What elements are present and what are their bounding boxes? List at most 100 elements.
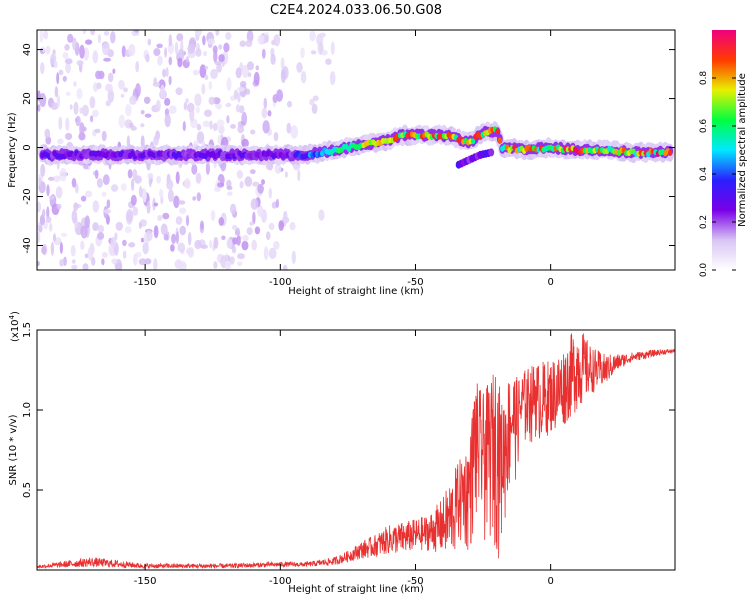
snr-x-ticks: -150 -100 -50 0: [134, 330, 554, 587]
spectrogram-cell: [69, 104, 73, 110]
spectrogram-cell: [213, 187, 219, 192]
spectrogram-cell: [102, 174, 110, 186]
spectrogram-cell: [227, 191, 233, 196]
spectrogram-cell: [274, 162, 282, 174]
spectrogram-cell: [56, 94, 61, 108]
spectrogram-cell: [209, 120, 213, 130]
spectrogram-cell: [221, 235, 226, 241]
spectrogram-cell: [97, 232, 105, 240]
snr-panel: -150 -100 -50 0 0.5 1.0 1.5 Height of straigh…: [8, 311, 676, 595]
spectrogram-cell: [41, 246, 47, 255]
spectrogram-cell: [94, 128, 101, 134]
spectrogram-cell: [50, 57, 55, 66]
spectrogram-cell: [53, 233, 56, 242]
spectrogram-cell: [107, 88, 115, 103]
spectrogram-cell: [41, 46, 46, 52]
spectrogram-cell: [237, 86, 245, 92]
spectrogram-cell: [45, 45, 51, 55]
spectrogram-cell: [135, 83, 141, 98]
spectrogram-cell: [129, 95, 137, 106]
spectrogram-cell: [39, 93, 47, 107]
spectrogram-cell: [134, 30, 139, 33]
spectrogram-cell: [310, 50, 317, 55]
colorbar-ticks: 0.0 0.2 0.4 0.6 0.8: [699, 71, 736, 277]
spectrogram-cell: [185, 98, 189, 104]
spectrogram-cell: [65, 132, 73, 140]
spectrogram-cell: [118, 114, 126, 128]
spectrogram-cell: [290, 125, 299, 139]
spectrogram-cell: [164, 113, 171, 128]
spectrogram-cell: [85, 39, 93, 45]
spectrogram-cell: [37, 260, 40, 267]
spectrogram-cell: [165, 67, 169, 78]
y-tick-label: 40: [22, 43, 33, 56]
snr-y-ticks: 0.5 1.0 1.5: [22, 322, 675, 498]
spectrogram-cell: [142, 188, 147, 203]
spectrogram-cell: [168, 75, 172, 86]
spectrogram-cell: [43, 30, 49, 40]
spectrogram-cell: [261, 48, 266, 59]
spectrogram-cell: [146, 201, 151, 214]
spectrogram-cell: [257, 34, 265, 45]
x-tick-label: -50: [407, 576, 423, 587]
spectrogram-cell: [73, 202, 79, 211]
spectrogram-cell: [195, 106, 200, 114]
spectrogram-cell: [79, 122, 85, 136]
spectrogram-cell: [147, 38, 152, 46]
spectrogram-cell: [128, 44, 136, 57]
spectrogram-cell: [174, 259, 183, 269]
spectrogram-cell: [286, 100, 293, 108]
spectrogram-cell: [254, 226, 261, 235]
spectrogram-cell: [50, 241, 55, 256]
spectrogram-cell: [185, 215, 190, 227]
spectrogram-cell: [192, 69, 200, 76]
spectrogram-cell: [187, 43, 196, 54]
spectrogram-cell: [199, 64, 207, 78]
spectrogram-cell: [103, 208, 112, 214]
spectrogram-cell: [130, 194, 137, 206]
spectrogram-cell: [246, 227, 253, 236]
spectrogram-cell: [217, 134, 222, 145]
spectrogram-cell: [72, 37, 77, 51]
spectrogram-cell: [268, 187, 272, 199]
spectrogram-cell: [291, 250, 296, 264]
spectrogram-cell: [312, 95, 319, 102]
spectrogram-cell: [110, 236, 117, 248]
spectrogram-cell: [106, 199, 111, 209]
spectrogram-cell: [44, 128, 51, 139]
spectrogram-cell: [267, 110, 272, 117]
spectrogram-cell: [281, 216, 290, 224]
spectrogram-cell: [140, 123, 145, 128]
spectrogram-cell: [179, 225, 186, 236]
spectrogram-cell: [38, 224, 43, 233]
spectrogram-cell: [103, 57, 111, 62]
spectrogram-cell: [217, 182, 225, 188]
spectrogram-cell: [96, 82, 102, 90]
spectrogram-cell: [83, 47, 90, 61]
spectrogram-cell: [167, 189, 174, 203]
spectrogram-cell: [192, 196, 196, 201]
spectrogram-cell: [127, 169, 133, 179]
spectrogram-cell: [189, 108, 195, 122]
spectrogram-cell: [97, 34, 102, 44]
spectrogram-cell: [157, 215, 163, 221]
snr-y-label: SNR (10 * v/v): [8, 414, 19, 485]
spectrogram-cell: [175, 216, 183, 225]
spectrogram-cell: [241, 240, 249, 251]
spectrogram-cell: [64, 44, 70, 51]
spectrogram-cell: [155, 99, 161, 112]
spectrogram-cell: [160, 195, 164, 205]
spectrogram-cell: [239, 181, 244, 189]
spectrogram-cell: [115, 262, 123, 270]
snr-frame: [36, 329, 676, 571]
spectrogram-cell: [261, 107, 268, 119]
spectrogram-cell: [223, 42, 230, 53]
spectrogram-cell: [203, 50, 208, 57]
spectrogram-cell: [71, 209, 78, 224]
snr-line: [37, 333, 675, 570]
spectrogram-cell: [122, 239, 127, 247]
spectrogram-cell: [296, 62, 303, 73]
spectrogram-cell: [255, 65, 260, 71]
spectrogram-cell: [67, 33, 74, 44]
spectrogram-cell: [80, 240, 85, 250]
